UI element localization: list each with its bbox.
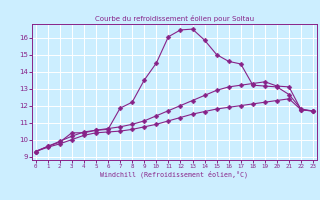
X-axis label: Windchill (Refroidissement éolien,°C): Windchill (Refroidissement éolien,°C) <box>100 171 248 178</box>
Title: Courbe du refroidissement éolien pour Soltau: Courbe du refroidissement éolien pour So… <box>95 15 254 22</box>
